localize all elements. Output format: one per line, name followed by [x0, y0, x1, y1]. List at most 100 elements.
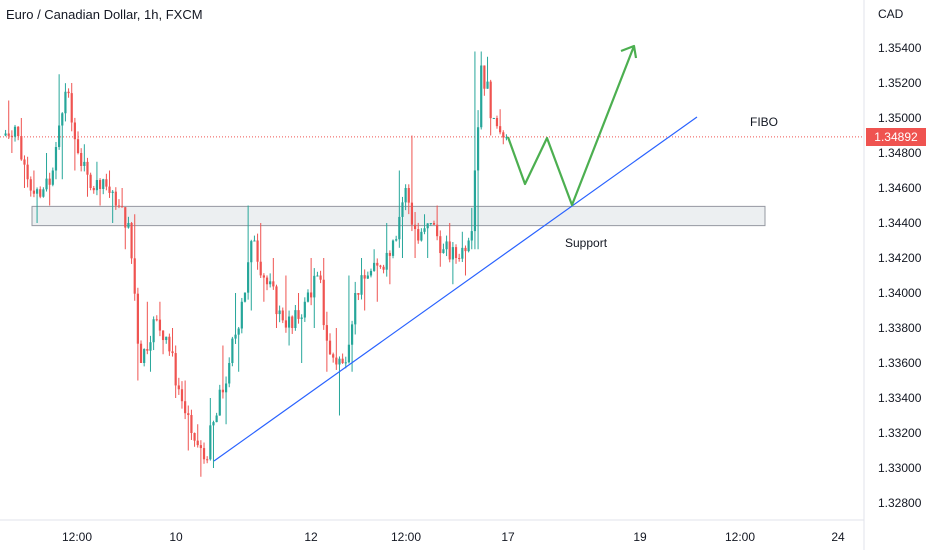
candle-body — [221, 389, 225, 393]
candle-body — [161, 330, 165, 341]
candle-body — [13, 126, 17, 137]
candle — [458, 253, 461, 262]
candle — [281, 307, 284, 324]
candle — [429, 222, 432, 226]
candle-body — [39, 189, 42, 197]
candle — [502, 130, 505, 145]
candle-body — [155, 319, 158, 321]
candle — [373, 249, 376, 272]
candle-body — [287, 316, 291, 328]
candle — [240, 297, 243, 334]
candle — [451, 242, 454, 285]
candle-body — [458, 258, 461, 259]
candle-body — [325, 325, 328, 341]
candle-body — [105, 179, 108, 187]
candle — [136, 287, 139, 381]
candle — [492, 117, 495, 119]
candle-body — [332, 354, 335, 358]
candle-body — [454, 247, 458, 258]
candle — [180, 381, 184, 409]
candle-body — [237, 328, 240, 335]
candle-body — [240, 301, 243, 329]
candle-body — [310, 292, 313, 298]
candle — [325, 311, 328, 372]
candle — [218, 384, 221, 416]
candle — [363, 269, 366, 311]
candle-body — [190, 415, 193, 433]
candle-body — [373, 262, 376, 271]
y-tick-label: 1.33000 — [878, 461, 922, 475]
candle-body — [495, 118, 499, 127]
candle-body — [473, 170, 477, 232]
candle — [105, 173, 108, 191]
candle — [382, 264, 385, 274]
y-tick-label: 1.34600 — [878, 181, 922, 195]
candle-body — [54, 147, 58, 171]
x-tick-label: 17 — [501, 530, 515, 544]
candle — [234, 293, 237, 344]
candle-body — [401, 202, 404, 217]
candle — [350, 320, 354, 372]
support-trendline[interactable] — [213, 116, 698, 462]
candle-body — [379, 265, 382, 267]
candle — [483, 65, 486, 96]
candle — [13, 124, 17, 142]
candle — [98, 178, 102, 206]
candle-body — [404, 188, 407, 203]
candle — [366, 271, 369, 279]
candle-body — [483, 65, 486, 89]
candle — [10, 130, 13, 153]
candle-body — [382, 266, 385, 270]
candle — [29, 176, 32, 197]
candle-body — [83, 161, 86, 166]
x-tick-label: 12:00 — [725, 530, 755, 544]
candle-body — [26, 164, 29, 180]
candle — [45, 153, 48, 192]
candle — [432, 220, 436, 225]
candle — [461, 231, 464, 262]
candle — [439, 230, 442, 267]
candle-body — [48, 178, 51, 185]
y-tick-label: 1.35400 — [878, 41, 922, 55]
candle-body — [303, 301, 306, 318]
candle — [272, 258, 275, 290]
candle-body — [136, 293, 139, 344]
candle — [243, 292, 247, 303]
candle — [341, 353, 344, 364]
candle-body — [470, 231, 473, 241]
x-tick-label: 19 — [633, 530, 647, 544]
candle-body — [291, 316, 294, 328]
candle — [476, 110, 480, 250]
candle — [287, 310, 291, 346]
candle — [83, 144, 86, 172]
candle — [92, 185, 95, 194]
candle — [67, 88, 70, 98]
x-tick-label: 24 — [831, 530, 845, 544]
candle-body — [199, 445, 202, 449]
candle-body — [467, 240, 470, 252]
candle-body — [398, 216, 401, 240]
candle — [357, 292, 360, 301]
projection-path[interactable] — [506, 45, 636, 207]
candle — [376, 258, 379, 302]
candle — [70, 83, 73, 132]
candle-body — [80, 153, 83, 166]
candle-body — [250, 241, 253, 263]
candle — [228, 357, 231, 388]
candle-body — [168, 336, 171, 352]
candle — [17, 126, 20, 141]
candle-body — [476, 127, 480, 171]
candle-body — [177, 385, 180, 390]
candle — [354, 281, 357, 335]
candle — [442, 243, 445, 254]
candle-body — [344, 362, 347, 364]
candle-body — [354, 293, 357, 325]
candle-body — [413, 224, 417, 230]
candle — [51, 167, 54, 187]
candle — [177, 377, 180, 395]
candle-body — [184, 401, 187, 414]
candle — [89, 172, 92, 191]
candle — [262, 273, 265, 302]
candle — [420, 228, 423, 242]
